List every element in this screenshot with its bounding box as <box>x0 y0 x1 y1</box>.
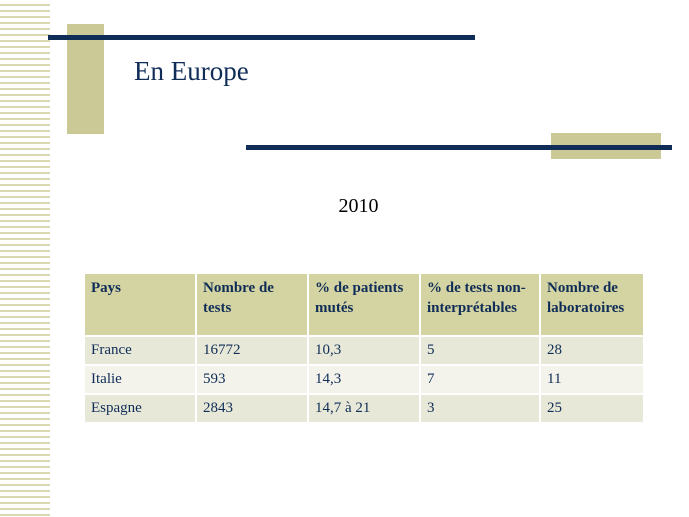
header-patients-mutes: % de patients mutés <box>308 274 421 336</box>
table-row: France 16772 10,3 5 28 <box>85 335 643 365</box>
table-cell-pays: Espagne <box>85 393 197 422</box>
table-cell-non-interpretables: 5 <box>420 335 541 365</box>
table-cell-pays: Italie <box>85 364 197 394</box>
table-cell-laboratoires: 11 <box>540 364 643 394</box>
slide-subtitle: 2010 <box>338 195 379 217</box>
slide-title: En Europe <box>134 56 249 86</box>
table-cell-non-interpretables: 7 <box>420 364 541 394</box>
header-nombre-de-tests: Nombre de tests <box>196 274 309 336</box>
table-cell-mutes: 10,3 <box>308 335 421 365</box>
decorative-stripes <box>0 0 50 517</box>
data-table: Pays Nombre de tests % de patients mutés… <box>85 274 643 422</box>
table-cell-mutes: 14,3 <box>308 364 421 394</box>
header-tests-non-interpretables: % de tests non-interprétables <box>420 274 541 336</box>
table-cell-tests: 593 <box>196 364 309 394</box>
table-cell-non-interpretables: 3 <box>420 393 541 422</box>
table-cell-laboratoires: 28 <box>540 335 643 365</box>
table-cell-tests: 16772 <box>196 335 309 365</box>
decorative-line-bottom <box>246 145 672 150</box>
header-pays: Pays <box>85 274 197 336</box>
table-cell-mutes: 14,7 à 21 <box>308 393 421 422</box>
header-nombre-de-laboratoires: Nombre de laboratoires <box>540 274 643 336</box>
table-cell-pays: France <box>85 335 197 365</box>
table-row: Italie 593 14,3 7 11 <box>85 364 643 394</box>
decorative-line-top <box>48 35 475 40</box>
table-cell-laboratoires: 25 <box>540 393 643 422</box>
table-cell-tests: 2843 <box>196 393 309 422</box>
table-row: Espagne 2843 14,7 à 21 3 25 <box>85 393 643 422</box>
decorative-olive-block-left <box>67 24 104 134</box>
table-header-row: Pays Nombre de tests % de patients mutés… <box>85 274 643 336</box>
